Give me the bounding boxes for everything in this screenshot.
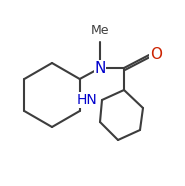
Text: HN: HN (76, 93, 97, 107)
Text: Me: Me (91, 24, 109, 37)
Text: O: O (150, 46, 162, 62)
Text: N: N (94, 60, 106, 76)
